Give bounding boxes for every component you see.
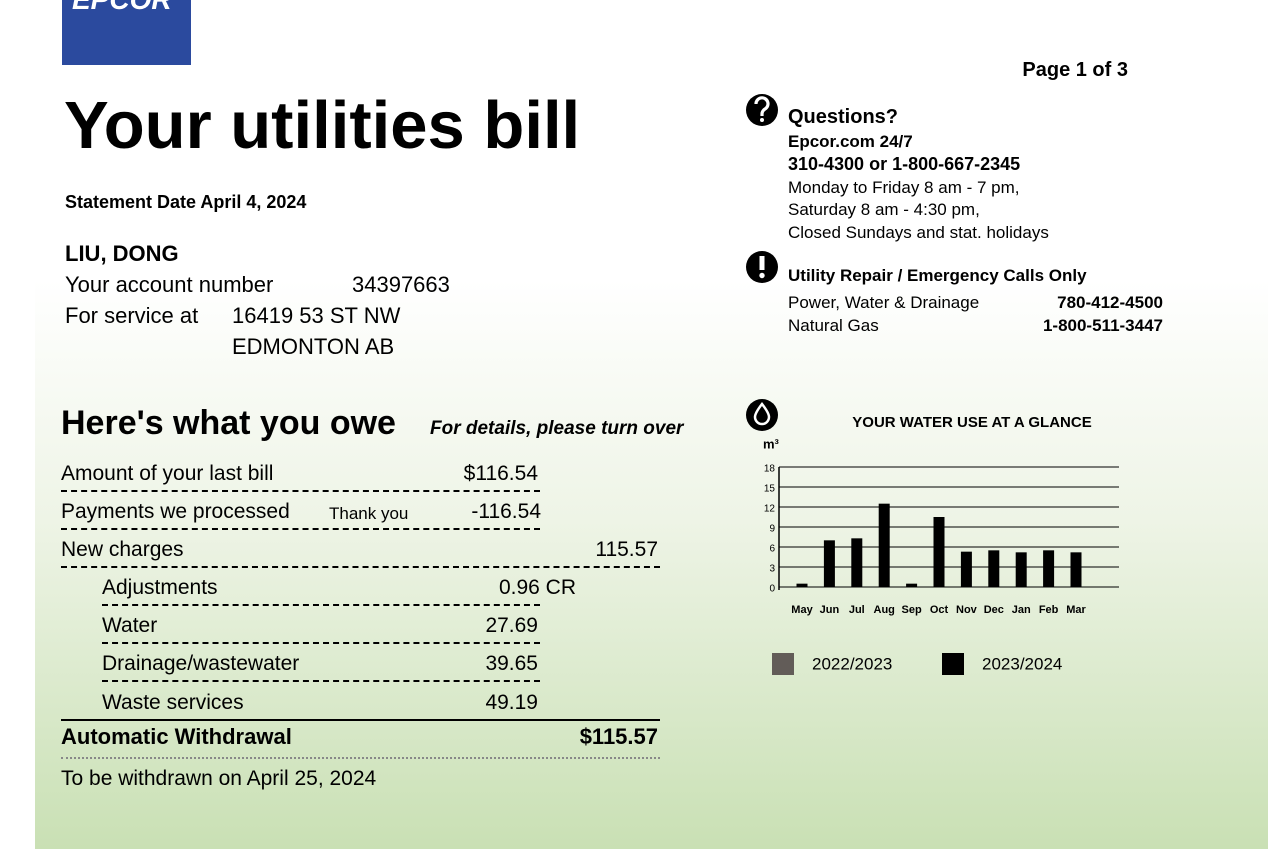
row-divider <box>102 680 540 682</box>
x-tick-label: Jan <box>1012 604 1031 616</box>
logo: EPCOR <box>62 0 191 65</box>
row-divider <box>61 490 540 492</box>
x-tick-label: Jun <box>820 604 840 616</box>
item-amount: 0.96 CR <box>498 576 576 599</box>
row-amount: 115.57 <box>595 538 658 561</box>
legend-label: 2022/2023 <box>812 654 892 673</box>
x-tick-label: Aug <box>874 604 895 616</box>
statement-date: Statement Date April 4, 2024 <box>65 192 307 212</box>
item-amount: 49.19 <box>485 691 538 714</box>
y-tick-label: 15 <box>764 484 776 495</box>
withdrawal-note: To be withdrawn on April 25, 2024 <box>61 767 377 790</box>
bar <box>796 583 808 587</box>
x-tick-label: Nov <box>956 604 978 616</box>
account-label: Your account number <box>65 272 274 297</box>
questions-phone: 310-4300 or 1-800-667-2345 <box>788 154 1021 174</box>
bar <box>851 538 863 587</box>
row-divider <box>61 528 540 530</box>
logo-text: EPCOR <box>72 0 172 14</box>
service-label: For service at <box>65 303 199 328</box>
customer-name: LIU, DONG <box>65 241 179 266</box>
bar <box>1070 552 1082 587</box>
legend-swatch <box>772 653 794 675</box>
row-label: New charges <box>61 538 184 561</box>
emergency-phone: 1-800-511-3447 <box>1042 316 1163 335</box>
row-note: Thank you <box>329 504 409 523</box>
emergency-label: Power, Water & Drainage <box>788 293 980 312</box>
row-divider <box>102 604 540 606</box>
bar <box>1043 550 1055 587</box>
bar <box>988 550 1000 587</box>
questions-web: Epcor.com 24/7 <box>788 132 913 151</box>
row-divider <box>61 566 660 568</box>
legend-swatch <box>942 653 964 675</box>
y-tick-label: 18 <box>764 464 776 475</box>
row-label: Payments we processed <box>61 500 290 523</box>
x-tick-label: Sep <box>902 604 922 616</box>
emergency-title: Utility Repair / Emergency Calls Only <box>788 266 1087 285</box>
item-label: Adjustments <box>102 576 218 599</box>
bar <box>1015 552 1027 587</box>
address-line: 16419 53 ST NW <box>232 303 401 328</box>
y-tick-label: 6 <box>769 544 775 555</box>
total-label: Automatic Withdrawal <box>61 724 292 749</box>
y-tick-label: 0 <box>769 584 775 595</box>
total-amount: $115.57 <box>579 724 658 749</box>
title: Your utilities bill <box>64 88 581 163</box>
chart-title: YOUR WATER USE AT A GLANCE <box>852 414 1091 431</box>
hours-line: Monday to Friday 8 am - 7 pm, <box>788 178 1020 197</box>
item-amount: 27.69 <box>485 614 538 637</box>
item-label: Water <box>102 614 158 637</box>
x-tick-label: Oct <box>930 604 949 616</box>
bar <box>960 551 972 587</box>
emergency-label: Natural Gas <box>788 316 879 335</box>
x-tick-label: May <box>791 604 813 616</box>
y-tick-label: 9 <box>769 524 775 535</box>
bar <box>878 503 890 587</box>
bar <box>906 583 918 587</box>
y-tick-label: 12 <box>764 504 776 515</box>
page-number: Page 1 of 3 <box>1022 59 1128 81</box>
item-label: Drainage/wastewater <box>102 652 300 675</box>
bar <box>933 517 945 587</box>
questions-title: Questions? <box>788 106 899 128</box>
x-tick-label: Feb <box>1039 604 1059 616</box>
total-rule <box>61 719 660 721</box>
row-divider <box>102 642 540 644</box>
legend-label: 2023/2024 <box>982 654 1062 673</box>
x-tick-label: Mar <box>1066 604 1086 616</box>
account-number: 34397663 <box>352 272 450 297</box>
owe-note: For details, please turn over <box>430 418 684 439</box>
total-divider <box>61 757 660 759</box>
row-amount: -116.54 <box>471 500 541 523</box>
address-line: EDMONTON AB <box>232 334 395 359</box>
row-amount: $116.54 <box>463 462 538 485</box>
x-tick-label: Jul <box>849 604 865 616</box>
y-tick-label: 3 <box>769 564 775 575</box>
owe-title: Here's what you owe <box>61 404 396 442</box>
item-amount: 39.65 <box>485 652 538 675</box>
emergency-phone: 780-412-4500 <box>1057 293 1163 312</box>
hours-line: Closed Sundays and stat. holidays <box>788 223 1049 242</box>
y-axis-label: m³ <box>763 436 780 451</box>
bar <box>823 540 835 587</box>
row-label: Amount of your last bill <box>61 462 274 485</box>
item-label: Waste services <box>102 691 244 714</box>
hours-line: Saturday 8 am - 4:30 pm, <box>788 200 980 219</box>
x-tick-label: Dec <box>984 604 1004 616</box>
